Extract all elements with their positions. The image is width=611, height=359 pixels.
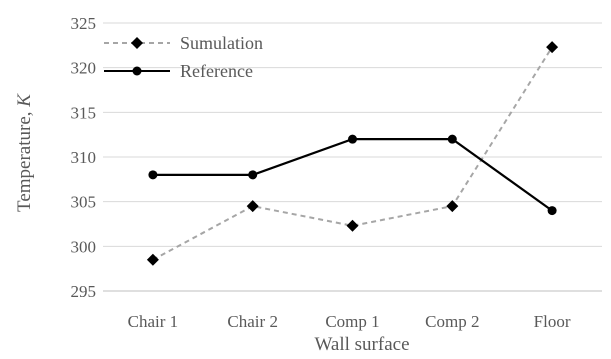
circle-marker [447, 134, 457, 144]
legend-label: Sumulation [180, 33, 263, 53]
y-axis-title: Temperature, K [14, 93, 35, 212]
diamond-marker [446, 200, 459, 213]
series-line [152, 46, 553, 261]
y-tick-labels: 295 300 305 310 315 320 325 [71, 14, 97, 301]
circle-marker [348, 134, 357, 144]
legend-marker [132, 66, 142, 76]
diamond-marker [546, 41, 559, 54]
y-tick-label: 320 [71, 59, 97, 78]
legend-marker [131, 37, 143, 49]
series-line [152, 138, 553, 212]
circle-marker [148, 170, 158, 180]
series-group [146, 41, 559, 266]
series-reference [148, 134, 557, 216]
gridlines [103, 22, 602, 247]
circle-marker [547, 206, 557, 216]
x-tick-labels: Chair 1 Chair 2 Comp 1 Comp 2 Floor [128, 312, 571, 331]
y-tick-label: 325 [71, 14, 97, 33]
legend: Sumulation Reference [104, 33, 263, 81]
y-tick-label: 295 [71, 282, 97, 301]
y-tick-label: 315 [71, 103, 97, 122]
diamond-marker [146, 253, 159, 266]
y-axis-title-text: Temperature, [14, 107, 35, 212]
y-tick-label: 305 [71, 193, 97, 212]
series-sumulation [146, 41, 559, 266]
y-tick-label: 310 [71, 148, 97, 167]
x-tick-label: Chair 2 [227, 312, 278, 331]
x-tick-label: Floor [534, 312, 571, 331]
x-tick-label: Chair 1 [128, 312, 179, 331]
legend-entry: Reference [104, 61, 253, 81]
x-axis-title: Wall surface [315, 334, 410, 355]
x-tick-label: Comp 1 [325, 312, 379, 331]
diamond-marker [346, 219, 359, 232]
circle-marker [248, 170, 258, 180]
legend-entry: Sumulation [104, 33, 263, 53]
y-axis-title-unit: K [14, 93, 35, 108]
y-tick-label: 300 [71, 237, 97, 256]
legend-label: Reference [180, 61, 253, 81]
diamond-marker [246, 200, 259, 213]
x-tick-label: Comp 2 [425, 312, 479, 331]
